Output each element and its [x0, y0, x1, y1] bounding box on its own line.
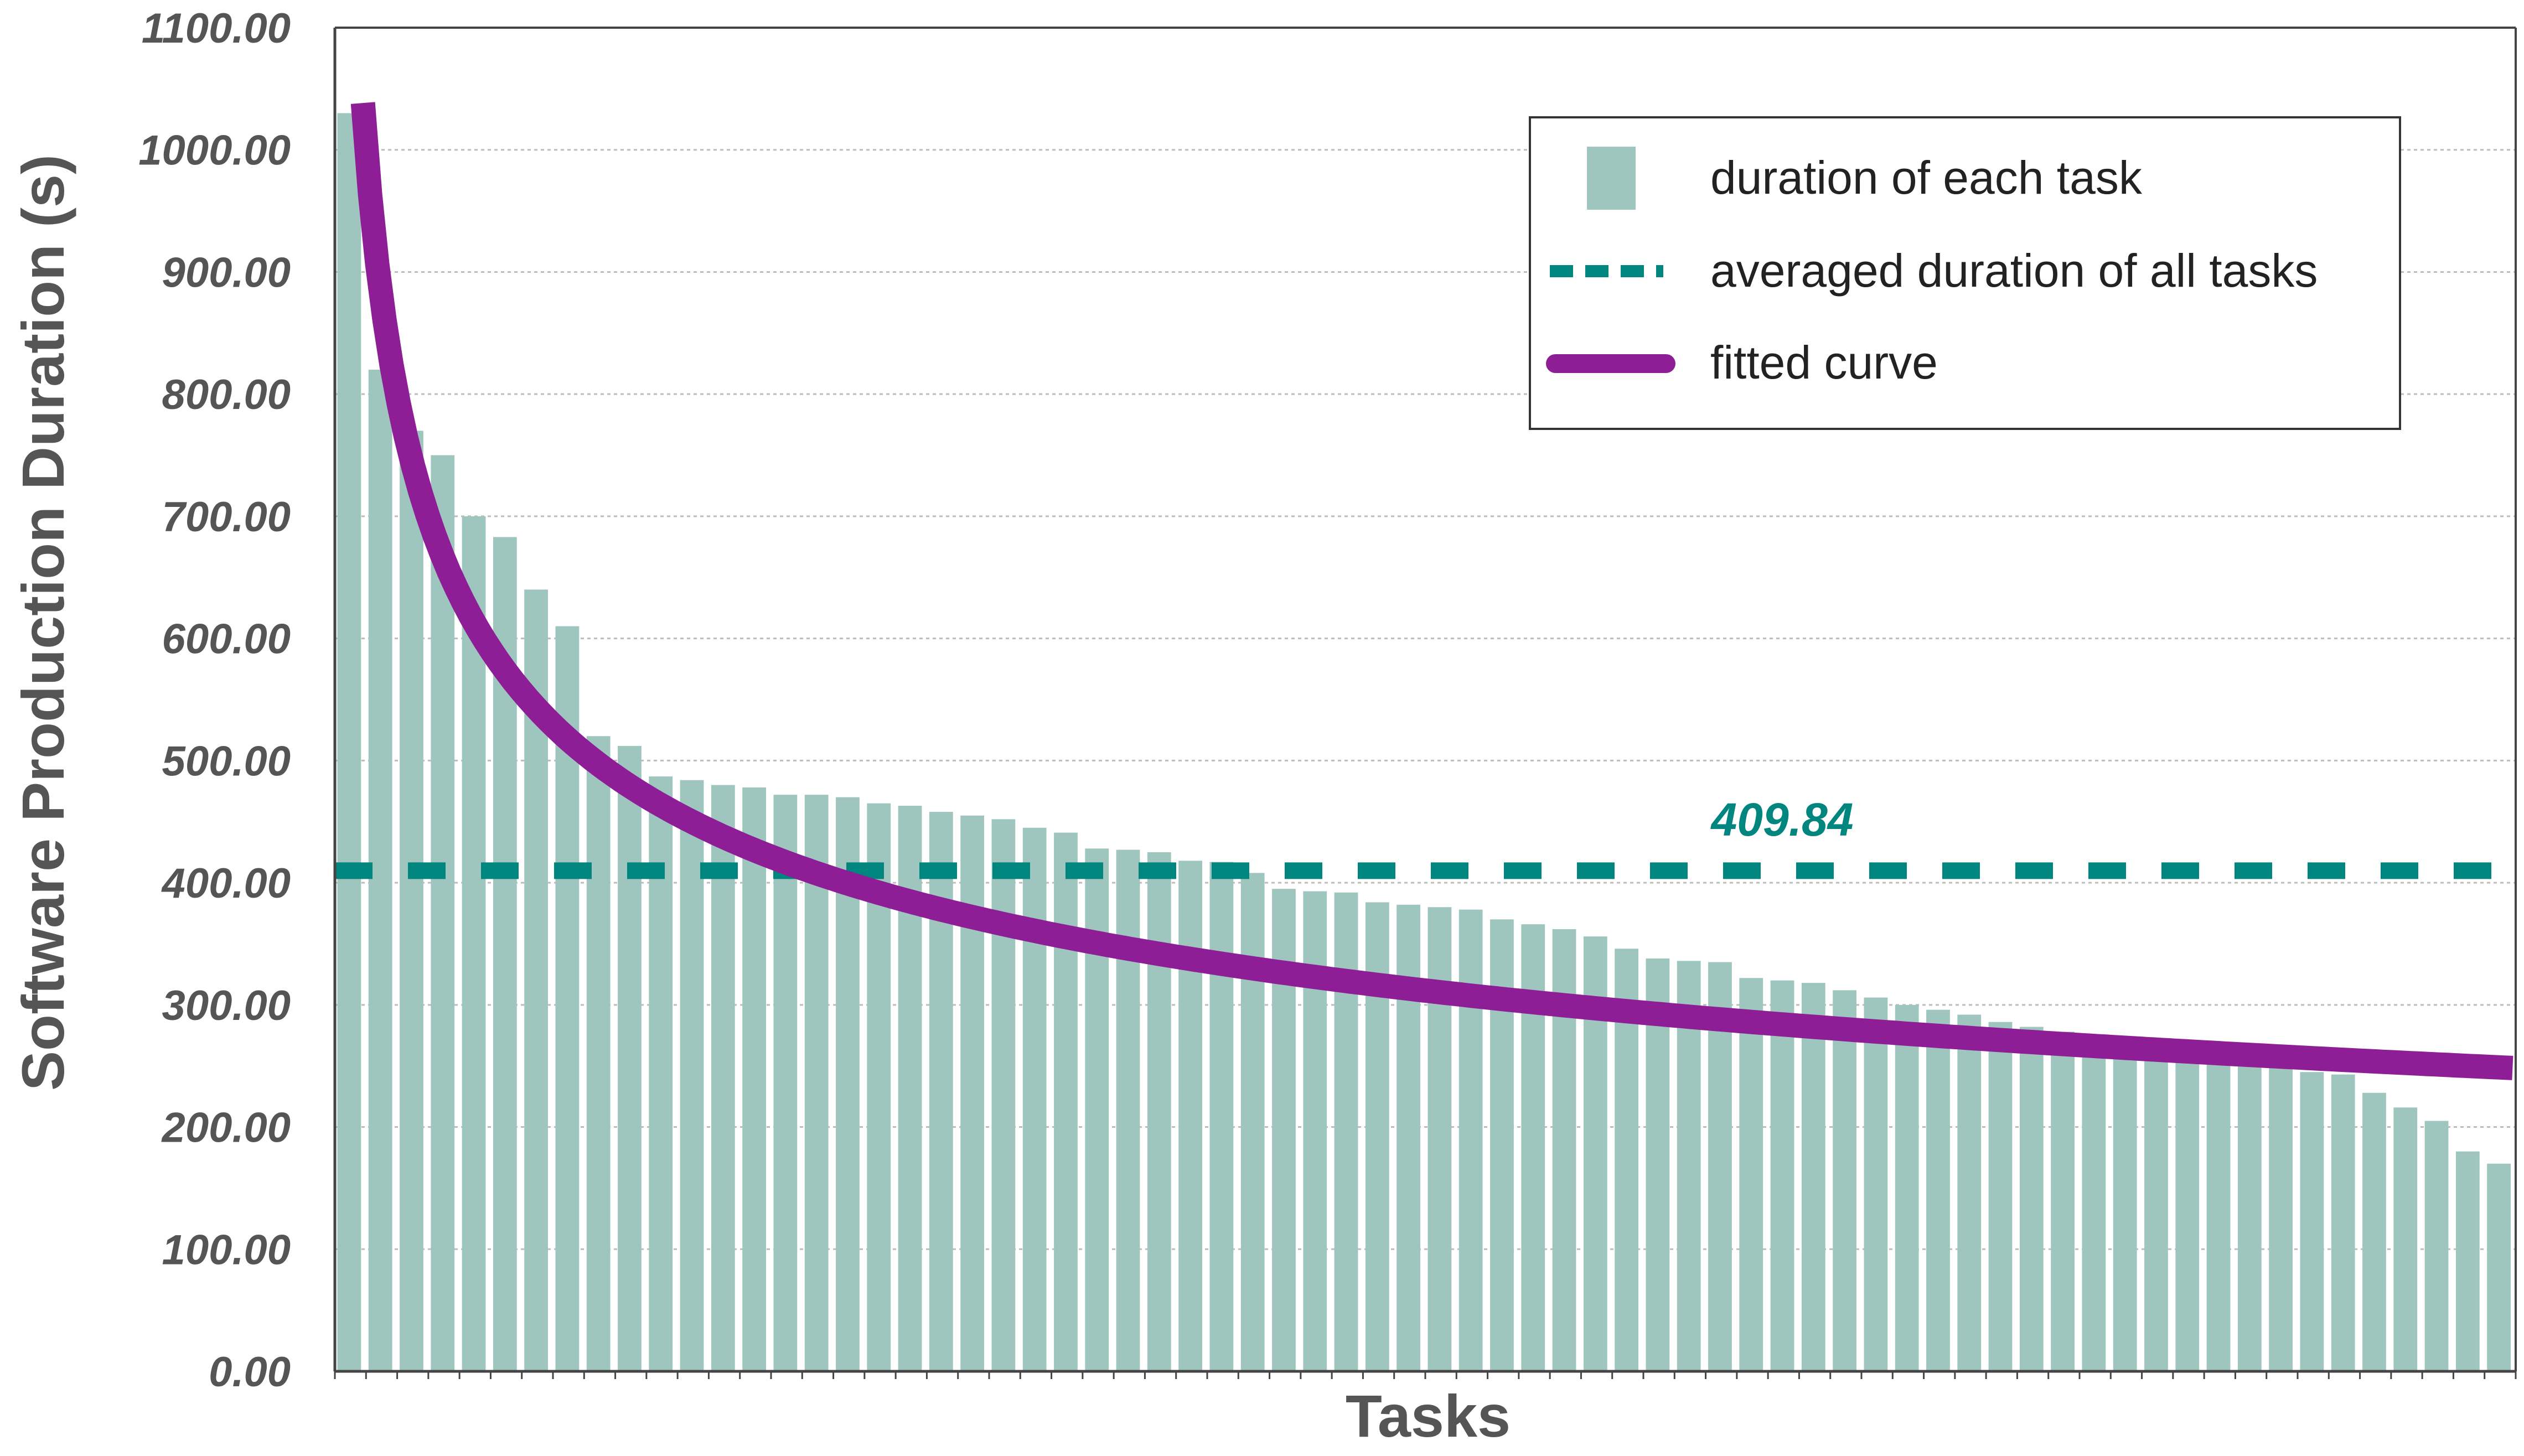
- bar: [2424, 1121, 2449, 1371]
- legend-label-average: averaged duration of all tasks: [1710, 245, 2318, 297]
- bar: [431, 455, 455, 1372]
- bar: [1833, 990, 1856, 1371]
- y-tick-label: 700.00: [162, 494, 291, 541]
- fitted-curve: [350, 102, 2518, 1080]
- bar: [1054, 832, 1078, 1371]
- y-tick-label: 1100.00: [142, 5, 291, 52]
- legend: duration of each task averaged duration …: [1529, 116, 2401, 430]
- bar: [2362, 1092, 2386, 1371]
- bar: [1085, 848, 1109, 1371]
- bar: [1739, 978, 1763, 1371]
- bar: [680, 780, 704, 1371]
- bar: [1427, 907, 1452, 1371]
- bar: [1895, 1004, 1919, 1371]
- bar: [2487, 1163, 2511, 1371]
- bar: [1770, 980, 1794, 1371]
- bar: [2144, 1044, 2168, 1371]
- y-tick-label: 900.00: [162, 249, 291, 296]
- bar: [1926, 1009, 1950, 1371]
- bar: [991, 819, 1016, 1371]
- y-tick-label: 300.00: [162, 982, 291, 1029]
- bar: [1178, 861, 1202, 1371]
- bar: [804, 795, 829, 1371]
- bar: [960, 815, 984, 1371]
- legend-bar-swatch: [1587, 147, 1636, 210]
- legend-label-bars: duration of each task: [1710, 152, 2143, 204]
- bar: [1397, 904, 1420, 1371]
- bar: [1147, 852, 1171, 1371]
- bar: [1022, 827, 1047, 1371]
- average-value-label: 409.84: [1710, 794, 1854, 846]
- bar: [1334, 892, 1358, 1371]
- bar: [2082, 1035, 2106, 1371]
- bar: [1209, 862, 1234, 1371]
- bar: [2019, 1027, 2044, 1371]
- bar: [1240, 873, 1265, 1371]
- bar: [1116, 849, 1140, 1371]
- y-tick-label: 800.00: [162, 371, 291, 418]
- x-axis-label: Tasks: [1346, 1382, 1511, 1449]
- y-tick-label: 400.00: [161, 860, 291, 907]
- bar: [586, 736, 611, 1371]
- bar: [1988, 1022, 2013, 1371]
- y-tick-label: 0.00: [209, 1349, 291, 1396]
- bar: [2237, 1058, 2262, 1371]
- bar: [773, 795, 798, 1371]
- bar: [1864, 997, 1888, 1371]
- bar: [2300, 1072, 2324, 1371]
- bar: [1801, 983, 1825, 1371]
- bar: [1303, 891, 1327, 1371]
- bar: [1458, 909, 1483, 1371]
- bar: [618, 745, 642, 1371]
- y-tick-label: 600.00: [162, 616, 291, 663]
- axes: [333, 27, 2517, 1379]
- bar: [2455, 1151, 2480, 1371]
- bar: [1646, 958, 1670, 1371]
- bar: [742, 787, 766, 1371]
- bar: [337, 113, 361, 1372]
- y-tick-label: 500.00: [162, 738, 291, 785]
- bar: [2051, 1032, 2075, 1371]
- legend-box: [1529, 116, 2401, 430]
- bar: [711, 785, 735, 1371]
- bar: [2175, 1049, 2200, 1371]
- y-axis-label: Software Production Duration (s): [9, 154, 76, 1091]
- y-tick-label: 100.00: [162, 1226, 291, 1273]
- y-tick-labels: 0.00 100.00 200.00 300.00 400.00 500.00 600.00…: [138, 5, 291, 1396]
- bar: [2206, 1054, 2231, 1371]
- y-tick-label: 200.00: [161, 1105, 291, 1152]
- bar: [462, 516, 486, 1371]
- legend-label-curve: fitted curve: [1710, 336, 1938, 388]
- bar: [2393, 1107, 2418, 1371]
- y-tick-label: 1000.00: [138, 127, 291, 174]
- fitted-curve-layer: [350, 102, 2518, 1080]
- bar: [2269, 1066, 2293, 1371]
- bar: [400, 431, 423, 1371]
- bar: [2113, 1039, 2137, 1371]
- bar: [2331, 1074, 2355, 1371]
- bar: [1957, 1014, 1982, 1371]
